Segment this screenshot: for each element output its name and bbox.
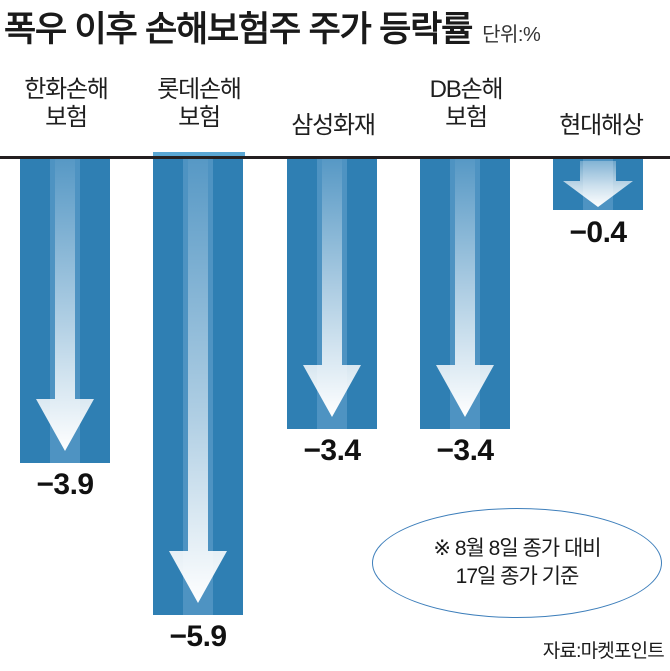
ellipse-outline (372, 508, 662, 618)
bar-4 (553, 159, 643, 210)
category-label-4: 현대해상 (559, 112, 644, 139)
down-arrow-icon (303, 159, 361, 417)
bar-0 (20, 159, 110, 463)
footnote-text: ※ 8월 8일 종가 대비 17일 종가 기준 (372, 508, 662, 618)
bar-2 (287, 159, 377, 429)
category-label-2: 삼성화재 (291, 112, 376, 139)
value-label-3: −3.4 (436, 434, 494, 467)
zero-axis-line (0, 156, 670, 159)
footnote-line-2: 17일 종가 기준 (455, 565, 580, 588)
bar-1 (153, 159, 243, 615)
chart-header: 폭우 이후 손해보험주 주가 등락률 단위:% (4, 10, 541, 49)
category-label-0: 한화손해 보험 (24, 76, 109, 131)
footnote-line-1: ※ 8월 8일 종가 대비 (433, 536, 601, 560)
source-label: 자료:마켓포인트 (542, 641, 665, 662)
page-title: 폭우 이후 손해보험주 주가 등락률 (4, 10, 473, 49)
category-label-3: DB손해 보험 (429, 76, 504, 131)
down-arrow-icon (563, 161, 633, 207)
down-arrow-icon (436, 159, 494, 417)
value-label-4: −0.4 (569, 216, 627, 249)
value-label-0: −3.9 (36, 468, 94, 501)
down-arrow-icon (36, 159, 94, 451)
unit-label: 단위:% (482, 24, 541, 46)
footnote-callout: ※ 8월 8일 종가 대비 17일 종가 기준 (372, 508, 662, 618)
zero-axis-highlight (153, 152, 245, 156)
value-label-2: −3.4 (303, 434, 361, 467)
bar-3 (420, 159, 510, 429)
value-label-1: −5.9 (169, 620, 227, 653)
down-arrow-icon (169, 159, 227, 603)
category-label-1: 롯데손해 보험 (157, 76, 242, 131)
